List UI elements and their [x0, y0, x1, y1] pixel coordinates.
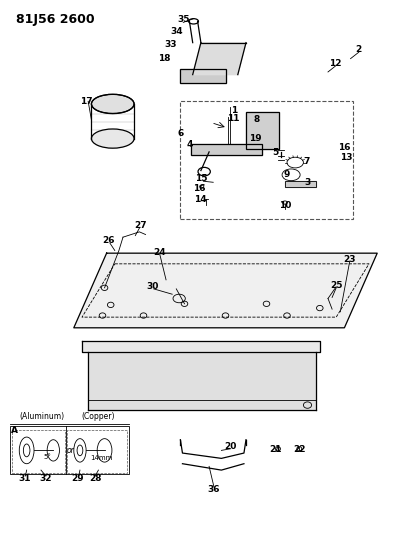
Text: or: or — [67, 446, 74, 455]
Text: 9: 9 — [283, 171, 290, 179]
Text: 29: 29 — [72, 474, 84, 483]
Bar — [284, 181, 315, 187]
Text: 3: 3 — [303, 178, 310, 187]
Bar — [12, 430, 65, 473]
Text: 15: 15 — [194, 174, 207, 183]
Text: 34: 34 — [171, 28, 183, 36]
Polygon shape — [284, 181, 315, 187]
Text: 11: 11 — [227, 114, 239, 123]
Ellipse shape — [91, 94, 134, 114]
Text: 28: 28 — [89, 474, 101, 483]
Text: 24: 24 — [153, 248, 166, 256]
Text: 8: 8 — [252, 116, 259, 124]
Polygon shape — [192, 43, 245, 75]
Text: 33: 33 — [164, 41, 177, 49]
Text: 26: 26 — [102, 237, 115, 245]
Text: 12: 12 — [328, 60, 341, 68]
Text: 36: 36 — [207, 485, 220, 494]
Bar — [67, 430, 126, 473]
Bar — [180, 101, 352, 219]
Polygon shape — [245, 112, 278, 149]
Text: 81J56 2600: 81J56 2600 — [16, 13, 95, 26]
Text: 16: 16 — [192, 184, 204, 192]
Text: (Aluminum): (Aluminum) — [20, 413, 65, 421]
Text: 6: 6 — [177, 129, 183, 138]
Polygon shape — [88, 352, 315, 410]
Text: (Copper): (Copper) — [81, 413, 115, 421]
Bar — [10, 426, 129, 474]
Polygon shape — [190, 144, 262, 155]
Text: 7: 7 — [303, 157, 309, 166]
Text: 5: 5 — [272, 148, 278, 157]
Text: 31: 31 — [18, 474, 31, 483]
Text: 13: 13 — [339, 154, 352, 162]
Polygon shape — [74, 253, 376, 328]
Bar — [180, 69, 225, 83]
Text: A: A — [11, 426, 18, 434]
Text: 5°: 5° — [43, 454, 51, 461]
Polygon shape — [180, 69, 225, 83]
Text: 27: 27 — [134, 221, 146, 230]
Bar — [245, 112, 278, 149]
Text: 23: 23 — [343, 255, 355, 264]
Text: 14: 14 — [193, 195, 206, 204]
Polygon shape — [82, 341, 319, 352]
Text: 1: 1 — [231, 106, 237, 115]
Text: 14mm: 14mm — [90, 455, 112, 462]
Text: 30: 30 — [146, 282, 159, 291]
Bar — [190, 144, 262, 155]
Text: 18: 18 — [157, 54, 170, 63]
Text: 10: 10 — [278, 201, 290, 210]
Ellipse shape — [91, 129, 134, 148]
Text: 19: 19 — [248, 134, 261, 143]
Text: 25: 25 — [329, 281, 342, 289]
Text: 21: 21 — [269, 445, 281, 454]
Text: 4: 4 — [186, 141, 193, 149]
Text: 22: 22 — [292, 445, 305, 454]
Text: 17: 17 — [80, 97, 92, 106]
Text: 32: 32 — [40, 474, 52, 483]
Text: 16: 16 — [337, 143, 350, 152]
Text: 35: 35 — [177, 15, 189, 24]
Text: 20: 20 — [224, 442, 236, 450]
Text: 2: 2 — [355, 45, 361, 54]
